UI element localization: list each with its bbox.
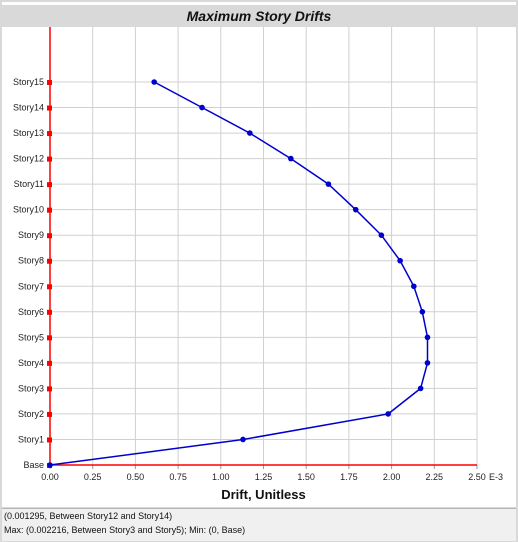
x-tick-label: 1.75 — [340, 472, 358, 482]
story-marker — [47, 131, 52, 137]
story-marker — [47, 156, 52, 162]
y-tick-label: Story4 — [18, 358, 44, 368]
story-marker — [47, 360, 52, 366]
drift-series-line — [49, 81, 429, 466]
story-marker — [47, 309, 52, 315]
drift-point[interactable] — [247, 130, 253, 136]
drift-point[interactable] — [288, 155, 294, 162]
x-tick-label: 1.00 — [212, 472, 230, 482]
y-tick-label: Story2 — [18, 409, 44, 419]
story-marker — [47, 105, 52, 111]
story-marker — [47, 284, 52, 290]
drift-point[interactable] — [325, 181, 332, 187]
drift-point[interactable] — [397, 257, 403, 264]
y-tick-label: Story13 — [13, 128, 44, 138]
drift-point[interactable] — [47, 462, 53, 468]
story-marker — [47, 335, 52, 341]
chart-panel: Maximum Story Drifts 0.00 0.25 0.50 0.75 1.0… — [2, 2, 516, 507]
drift-point[interactable] — [199, 104, 205, 111]
story-marker — [47, 437, 52, 443]
status-bar: (0.001295, Between Story12 and Story14) … — [2, 508, 516, 541]
y-tick-label: Base — [23, 460, 44, 470]
drift-point[interactable] — [424, 360, 431, 366]
story-marker — [47, 182, 52, 188]
drift-chart[interactable]: 0.00 0.25 0.50 0.75 1.00 1.25 1.50 1.75 2.00 2.25… — [2, 2, 516, 507]
x-tick-label: 0.75 — [169, 472, 187, 482]
x-tick-label: 2.50 — [468, 472, 486, 482]
drift-point[interactable] — [411, 283, 417, 290]
story-marker — [47, 258, 52, 264]
max-min-readout: Max: (0.002216, Between Story3 and Story… — [4, 525, 246, 535]
x-tick-label: 2.00 — [383, 472, 401, 482]
x-tick-label: 0.00 — [41, 472, 59, 482]
cursor-readout: (0.001295, Between Story12 and Story14) — [4, 511, 173, 521]
y-tick-label: Story3 — [18, 383, 44, 393]
y-tick-label: Story6 — [18, 307, 44, 317]
chart-title: Maximum Story Drifts — [2, 5, 516, 27]
drift-point[interactable] — [419, 309, 426, 315]
y-tick-label: Story15 — [13, 77, 44, 87]
y-tick-label: Story9 — [18, 230, 44, 240]
drift-point[interactable] — [424, 334, 431, 341]
x-tick-label: 1.50 — [297, 472, 315, 482]
story-marker — [47, 207, 52, 213]
x-unit-suffix: E-3 — [489, 472, 503, 482]
y-tick-label: Story14 — [13, 103, 44, 113]
x-tick-label: 2.25 — [426, 472, 444, 482]
story-marker — [47, 386, 52, 392]
x-tick-label: 1.25 — [255, 472, 273, 482]
y-tick-label: Story8 — [18, 256, 44, 266]
story-marker — [47, 80, 52, 85]
y-tick-label: Story10 — [13, 205, 44, 215]
x-axis-title: Drift, Unitless — [221, 487, 306, 502]
drift-point[interactable] — [385, 411, 391, 417]
y-tick-label: Story11 — [14, 179, 44, 189]
drift-point[interactable] — [240, 436, 246, 443]
y-tick-label: Story5 — [18, 332, 44, 342]
y-tick-label: Story12 — [13, 154, 44, 164]
y-tick-label: Story7 — [18, 281, 44, 291]
y-tick-label: Story1 — [18, 434, 44, 444]
x-tick-label: 0.25 — [84, 472, 102, 482]
drift-point[interactable] — [151, 79, 157, 85]
drift-point[interactable] — [378, 232, 385, 238]
x-tick-label: 0.50 — [127, 472, 145, 482]
drift-point[interactable] — [417, 385, 424, 392]
story-marker — [47, 233, 52, 239]
drift-point[interactable] — [352, 206, 359, 213]
story-marker — [47, 411, 52, 417]
